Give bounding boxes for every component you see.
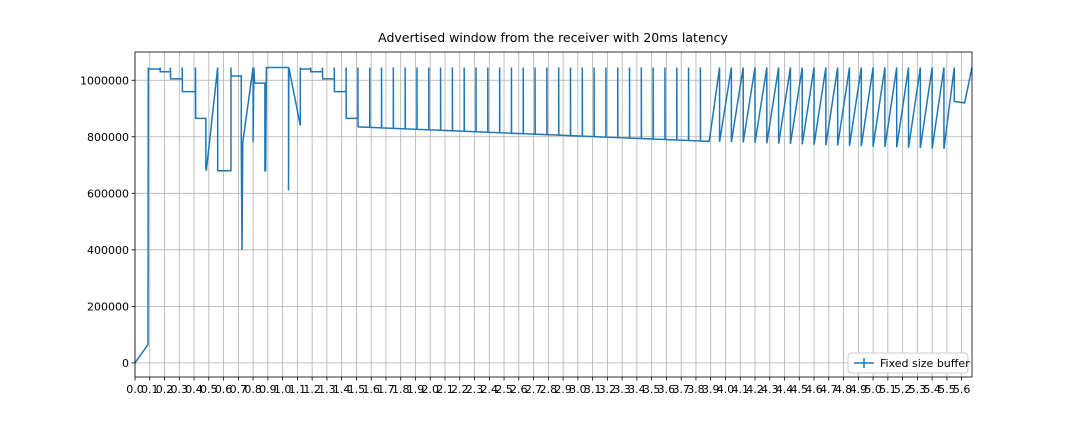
x-tick-label: 1.7 <box>377 383 395 396</box>
x-tick-label: 4.5 <box>791 383 809 396</box>
x-tick-label: 3.3 <box>613 383 631 396</box>
x-tick-label: 1.8 <box>392 383 410 396</box>
x-tick-label: 5.4 <box>923 383 941 396</box>
x-tick-label: 4.4 <box>776 383 794 396</box>
x-tick-label: 3.8 <box>687 383 705 396</box>
x-tick-label: 4.3 <box>761 383 779 396</box>
x-tick-label: 3.4 <box>628 383 646 396</box>
x-tick-label: 4.0 <box>717 383 735 396</box>
x-tick-label: 4.2 <box>746 383 764 396</box>
x-tick-label: 3.6 <box>658 383 676 396</box>
x-tick-label: 4.8 <box>835 383 853 396</box>
x-tick-label: 5.3 <box>909 383 927 396</box>
x-tick-label: 3.1 <box>584 383 602 396</box>
x-tick-label: 2.1 <box>436 383 454 396</box>
y-tick-label: 1000000 <box>80 74 129 87</box>
x-tick-label: 1.5 <box>348 383 366 396</box>
plot-frame <box>134 51 973 378</box>
x-tick-label: 1.3 <box>318 383 336 396</box>
y-tick-label: 800000 <box>87 131 129 144</box>
x-tick-label: 0.1 <box>141 383 159 396</box>
chart-title: Advertised window from the receiver with… <box>378 30 728 45</box>
x-tick-label: 2.3 <box>466 383 484 396</box>
x-tick-label: 2.9 <box>554 383 572 396</box>
x-tick-label: 5.6 <box>953 383 971 396</box>
x-tick-label: 3.2 <box>599 383 617 396</box>
x-tick-label: 2.5 <box>495 383 513 396</box>
x-tick-label: 1.1 <box>289 383 307 396</box>
x-tick-label: 2.4 <box>481 383 499 396</box>
x-tick-label: 2.2 <box>451 383 469 396</box>
y-tick-label: 600000 <box>87 187 129 200</box>
x-tick-label: 2.7 <box>525 383 543 396</box>
x-tick-label: 3.0 <box>569 383 587 396</box>
x-tick-label: 2.8 <box>540 383 558 396</box>
x-tick-label: 0.8 <box>244 383 262 396</box>
legend-box <box>847 352 969 374</box>
x-tick-label: 2.6 <box>510 383 528 396</box>
x-tick-label: 4.6 <box>805 383 823 396</box>
legend-label: Fixed size buffer <box>880 357 970 370</box>
x-tick-label: 3.7 <box>672 383 690 396</box>
x-tick-label: 0.5 <box>200 383 218 396</box>
x-tick-label: 5.5 <box>938 383 956 396</box>
x-tick-label: 0.7 <box>230 383 248 396</box>
y-tick-label: 200000 <box>87 300 129 313</box>
x-tick-label: 0.2 <box>156 383 174 396</box>
x-tick-label: 1.4 <box>333 383 351 396</box>
x-tick-label: 0.9 <box>259 383 277 396</box>
x-tick-label: 1.6 <box>362 383 380 396</box>
x-tick-label: 1.2 <box>303 383 321 396</box>
x-tick-label: 2.0 <box>421 383 439 396</box>
data-line <box>134 66 973 364</box>
x-tick-label: 4.1 <box>731 383 749 396</box>
x-tick-label: 0.3 <box>171 383 189 396</box>
x-tick-label: 1.0 <box>274 383 292 396</box>
x-tick-label: 5.2 <box>894 383 912 396</box>
x-tick-label: 3.9 <box>702 383 720 396</box>
y-tick-label: 400000 <box>87 244 129 257</box>
x-tick-label: 4.7 <box>820 383 838 396</box>
x-tick-label: 0.0 <box>126 383 144 396</box>
y-tick-label: 0 <box>122 357 129 370</box>
x-tick-label: 5.1 <box>879 383 897 396</box>
x-tick-label: 0.4 <box>185 383 203 396</box>
x-tick-label: 3.5 <box>643 383 661 396</box>
x-tick-label: 0.6 <box>215 383 233 396</box>
x-tick-label: 1.9 <box>407 383 425 396</box>
x-tick-label: 4.9 <box>850 383 868 396</box>
x-tick-label: 5.0 <box>864 383 882 396</box>
